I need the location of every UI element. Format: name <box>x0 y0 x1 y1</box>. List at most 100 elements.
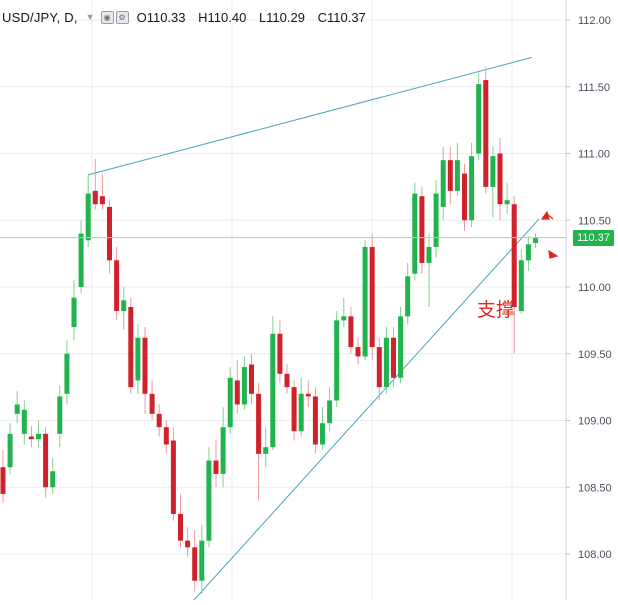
candle <box>440 146 446 221</box>
candle <box>263 427 269 468</box>
candle-body <box>511 204 517 308</box>
candle <box>43 427 49 498</box>
candle <box>241 356 247 410</box>
candle-body <box>483 80 489 187</box>
candle <box>64 340 70 405</box>
open-label: O <box>136 9 147 25</box>
candle-body <box>170 440 176 514</box>
candle <box>525 236 531 271</box>
candle-body <box>327 400 333 424</box>
support-trendline <box>192 218 540 602</box>
candle-body <box>220 427 226 474</box>
eye-icon[interactable]: ◉ <box>100 10 114 24</box>
y-tick-label: 110.00 <box>578 282 611 294</box>
candle-body <box>504 200 510 205</box>
candle <box>334 311 340 408</box>
candle-body <box>135 337 141 381</box>
candle-body <box>78 233 84 287</box>
chevron-down-icon[interactable]: ▼ <box>85 12 95 22</box>
candle <box>185 527 191 557</box>
candle <box>50 457 56 494</box>
candle <box>518 249 524 314</box>
candle-body <box>114 260 120 312</box>
candle-body <box>50 471 56 488</box>
candle-body <box>476 84 482 154</box>
high-value: 110.40 <box>207 9 247 25</box>
low-value: 110.29 <box>266 9 305 25</box>
y-tick-label: 111.50 <box>578 82 610 94</box>
candle <box>327 387 333 432</box>
candle-body <box>405 276 411 317</box>
candle <box>533 233 538 249</box>
candle-body <box>178 513 183 541</box>
candle-body <box>398 316 404 378</box>
candle-body <box>362 246 368 357</box>
candle-body <box>305 393 311 397</box>
candle-body <box>0 467 6 494</box>
candle <box>320 407 325 450</box>
candle-body <box>497 153 503 205</box>
candle-body <box>419 196 425 263</box>
candle-body <box>121 300 127 312</box>
candle <box>298 377 304 437</box>
candle <box>305 380 311 408</box>
candle-body <box>43 433 49 488</box>
candle <box>156 404 162 437</box>
candle <box>284 364 290 394</box>
candle <box>312 387 318 454</box>
trendlines <box>88 56 540 602</box>
candle <box>291 380 297 441</box>
candle-body <box>64 353 70 394</box>
candle <box>163 420 169 454</box>
candle-body <box>383 337 389 388</box>
candle <box>469 142 475 227</box>
candles <box>0 66 538 595</box>
candle-body <box>206 460 212 541</box>
candle-body <box>21 409 27 434</box>
candle-body <box>469 156 475 221</box>
candle <box>227 367 233 434</box>
candle <box>192 529 198 592</box>
candle-body <box>71 297 77 328</box>
candle-body <box>199 540 205 581</box>
candle <box>135 324 141 394</box>
candle-body <box>320 423 325 445</box>
last-price-tag: 110.37 <box>573 230 614 246</box>
candle <box>426 233 432 308</box>
candle-body <box>312 396 318 445</box>
candle <box>99 173 105 210</box>
candle-body <box>128 307 134 388</box>
candle <box>78 220 84 294</box>
symbol-label[interactable]: USD/JPY, D, <box>2 9 78 25</box>
candle-body <box>433 193 439 247</box>
low-label: L <box>258 9 267 25</box>
high-label: H <box>198 9 208 25</box>
arrow-up-icon <box>540 210 554 220</box>
candle <box>234 360 240 414</box>
candle-body <box>334 320 340 401</box>
price-axis[interactable]: 112.00 111.50 111.00 110.50 110.00 109.50 109.… <box>565 0 612 600</box>
candle-body <box>369 246 375 348</box>
candle-body <box>525 244 531 261</box>
candle-body <box>355 347 361 357</box>
y-tick-label: 109.50 <box>578 349 612 361</box>
y-tick-label: 110.50 <box>578 215 611 227</box>
candle <box>341 297 347 328</box>
candle <box>128 297 134 394</box>
candle <box>142 327 148 414</box>
candle <box>348 307 354 354</box>
candle <box>7 423 13 474</box>
settings-icon[interactable]: ⚙ <box>115 10 129 24</box>
candle <box>213 439 219 488</box>
close-value: 110.37 <box>326 9 366 25</box>
candle-body <box>107 206 112 261</box>
candle-body <box>92 190 98 205</box>
candle-body <box>163 427 169 445</box>
candle-body <box>462 173 467 221</box>
candle <box>369 233 375 361</box>
candle-body <box>341 316 347 321</box>
y-tick-label: 112.00 <box>578 15 611 27</box>
candle <box>107 200 112 274</box>
